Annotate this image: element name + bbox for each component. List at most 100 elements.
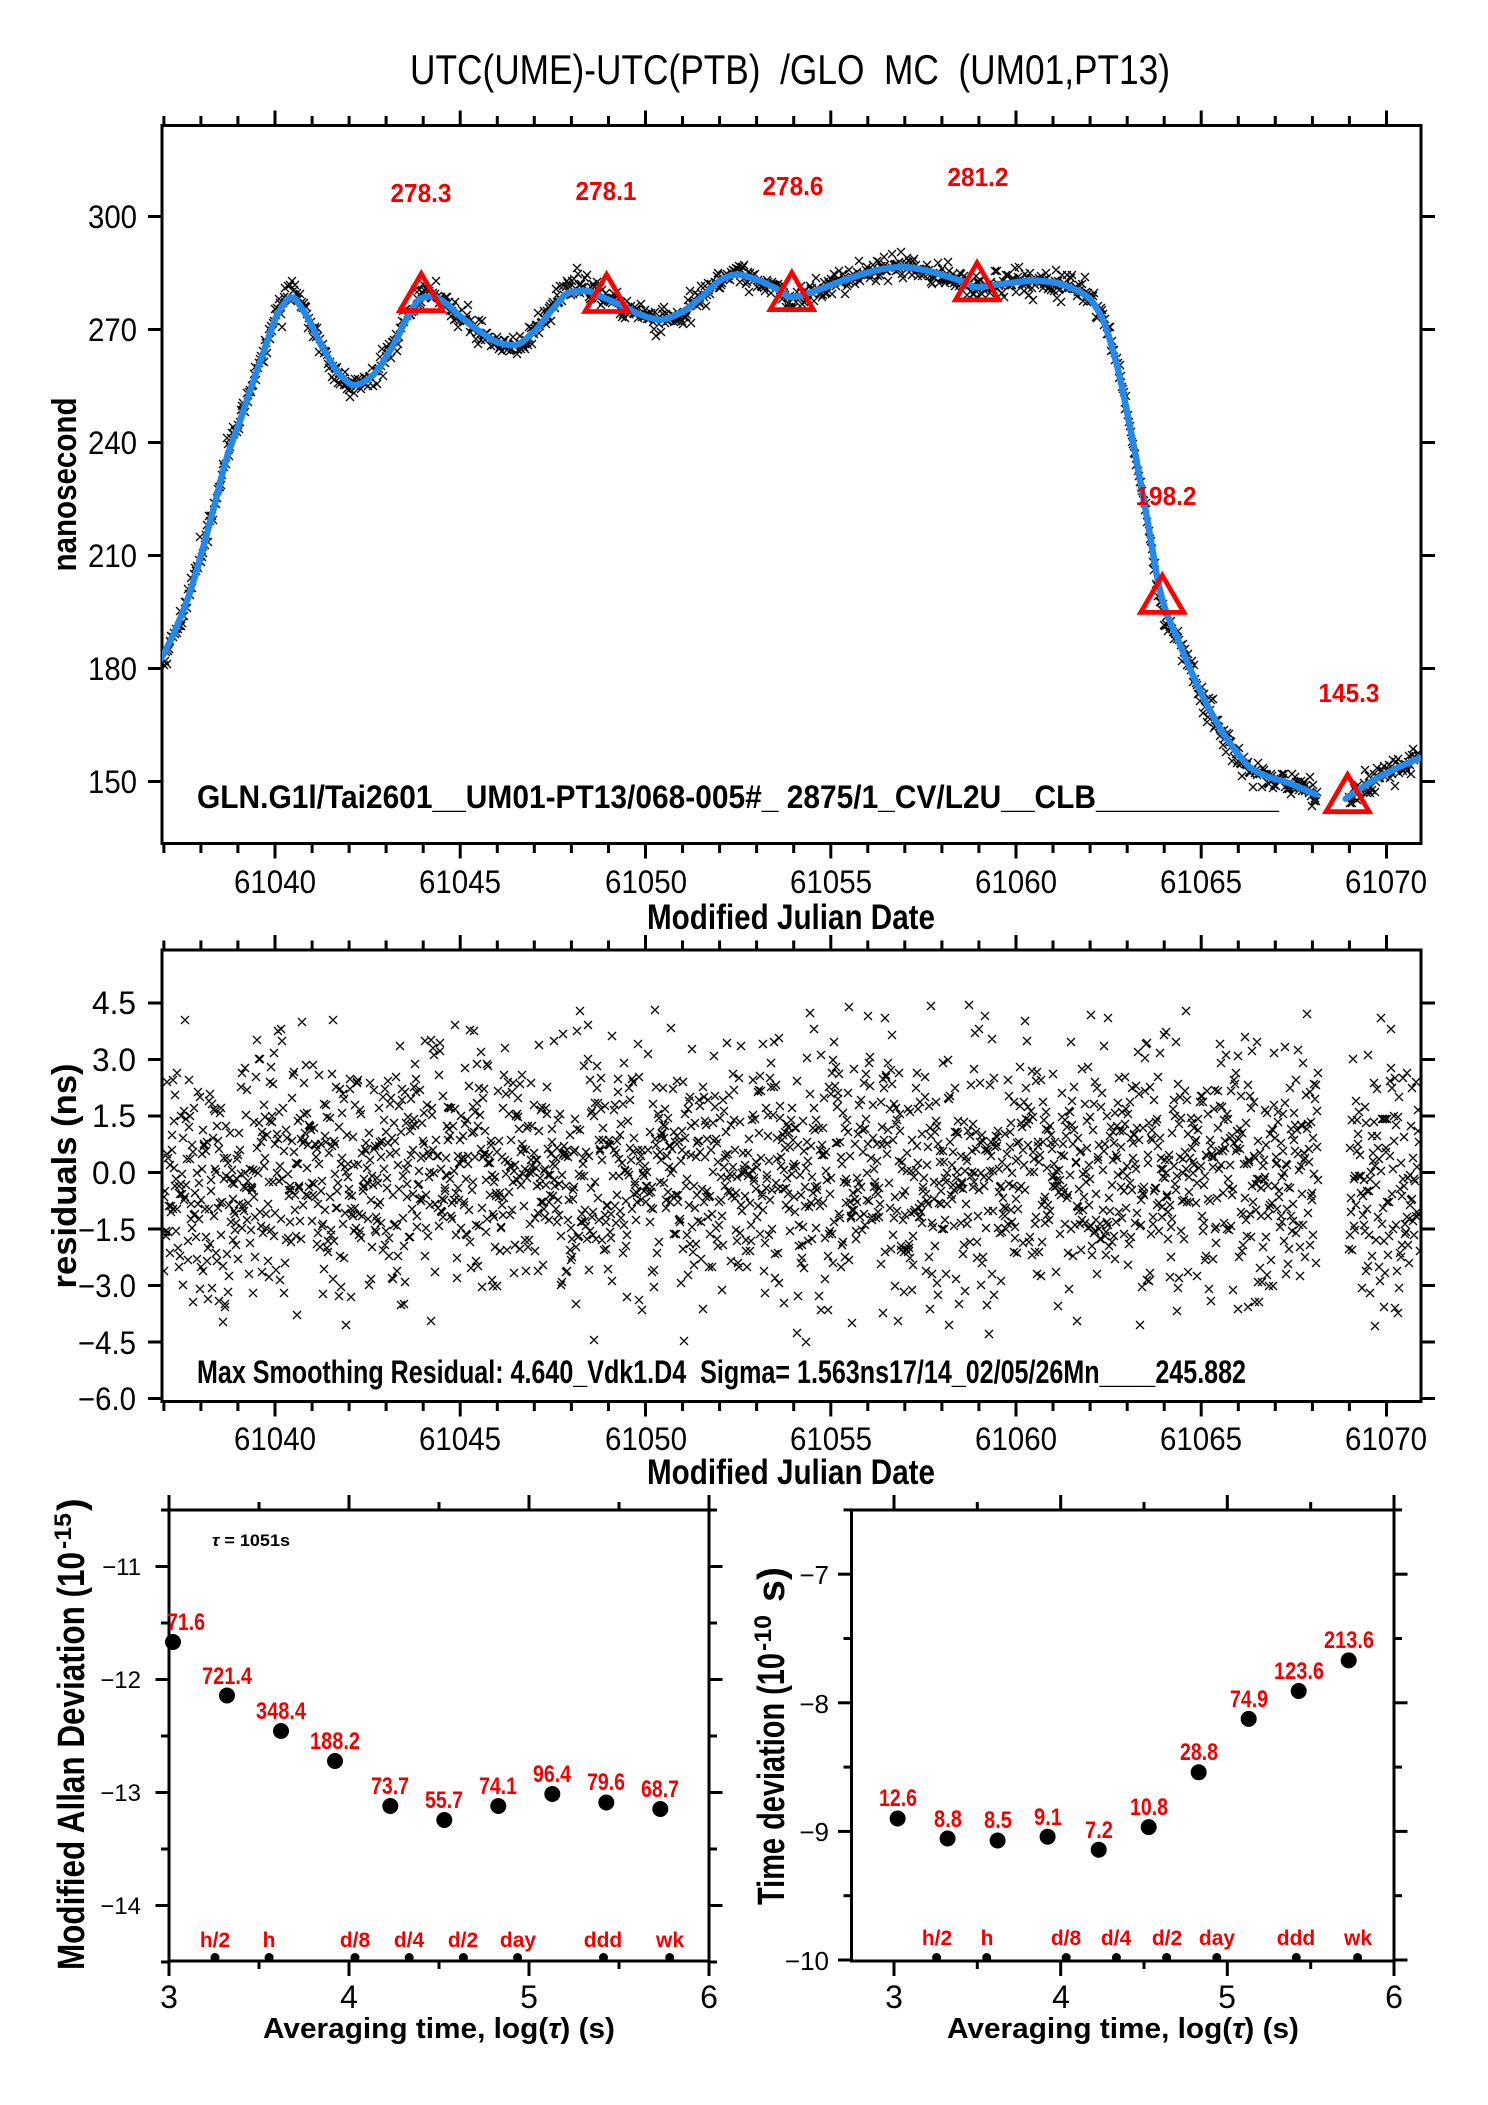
svg-text:74.1: 74.1 (479, 1773, 517, 1800)
svg-text:721.4: 721.4 (202, 1663, 253, 1690)
svg-text:wk: wk (655, 1929, 684, 1952)
svg-text:−10: −10 (785, 1946, 829, 1976)
svg-text:188.2: 188.2 (310, 1728, 360, 1755)
svg-text:240: 240 (88, 425, 137, 461)
svg-text:10.8: 10.8 (1130, 1794, 1168, 1821)
svg-text:79.6: 79.6 (587, 1769, 625, 1796)
svg-text:5: 5 (520, 1979, 538, 2015)
svg-text:−7: −7 (799, 1560, 829, 1590)
svg-text:−4.5: −4.5 (78, 1325, 136, 1361)
svg-text:73.7: 73.7 (371, 1773, 409, 1800)
svg-text:7.2: 7.2 (1085, 1817, 1113, 1844)
svg-text:Averaging time, log(τ) (s): Averaging time, log(τ) (s) (263, 2013, 615, 2045)
svg-text:8.5: 8.5 (984, 1807, 1012, 1834)
svg-text:300: 300 (88, 199, 137, 235)
svg-text:−3.0: −3.0 (78, 1268, 136, 1304)
svg-text:210: 210 (88, 538, 137, 574)
svg-text:h/2: h/2 (922, 1927, 952, 1950)
svg-text:61065: 61065 (1160, 864, 1242, 900)
svg-text:d/8: d/8 (1051, 1927, 1082, 1950)
svg-text:h: h (263, 1929, 276, 1952)
svg-text:61040: 61040 (234, 1421, 316, 1457)
svg-text:6: 6 (700, 1979, 718, 2015)
svg-text:−14: −14 (100, 1893, 141, 1920)
svg-text:−11: −11 (102, 1554, 141, 1581)
svg-text:61045: 61045 (419, 1421, 501, 1457)
svg-text:8.8: 8.8 (934, 1806, 962, 1833)
svg-text:278.3: 278.3 (391, 178, 452, 208)
svg-text:s): s) (751, 1567, 793, 1613)
svg-text:55.7: 55.7 (425, 1787, 463, 1814)
svg-text:wk: wk (1343, 1927, 1372, 1950)
svg-text:61045: 61045 (419, 864, 501, 900)
svg-text:61070: 61070 (1345, 1421, 1427, 1457)
svg-text:Modified Allan Deviation (10: Modified Allan Deviation (10 (51, 1552, 93, 1970)
svg-text:5: 5 (1218, 1979, 1236, 2015)
svg-text:3.0: 3.0 (92, 1042, 136, 1078)
svg-text:9.1: 9.1 (1034, 1804, 1062, 1831)
svg-text:Modified Julian Date: Modified Julian Date (647, 898, 935, 937)
svg-text:198.2: 198.2 (1136, 481, 1197, 511)
svg-text:−12: −12 (100, 1667, 141, 1694)
svg-text:d/4: d/4 (1101, 1927, 1132, 1950)
svg-text:270: 270 (88, 312, 137, 348)
svg-text:61055: 61055 (790, 1421, 872, 1457)
svg-text:-10: -10 (750, 1615, 777, 1651)
svg-text:d/2: d/2 (448, 1929, 478, 1952)
svg-text:4: 4 (1052, 1979, 1070, 2015)
svg-text:Time deviation (10: Time deviation (10 (751, 1653, 793, 1905)
svg-text:Modified Julian Date: Modified Julian Date (647, 1453, 935, 1492)
svg-text:UTC(UME)-UTC(PTB) /GLO MC (: UTC(UME)-UTC(PTB) /GLO MC (UM01,PT13) (410, 46, 1170, 93)
svg-text:): ) (51, 1498, 93, 1511)
svg-text:61070: 61070 (1345, 864, 1427, 900)
svg-text:348.4: 348.4 (256, 1698, 307, 1725)
svg-text:213.6: 213.6 (1324, 1627, 1374, 1654)
svg-text:−8: −8 (799, 1689, 829, 1719)
svg-text:4.5: 4.5 (92, 985, 136, 1021)
svg-text:123.6: 123.6 (1274, 1658, 1324, 1685)
svg-text:−9: −9 (799, 1817, 829, 1847)
svg-text:−1.5: −1.5 (78, 1212, 136, 1248)
svg-text:61050: 61050 (605, 864, 687, 900)
svg-text:−6.0: −6.0 (78, 1381, 136, 1417)
svg-text:nanosecond: nanosecond (46, 398, 84, 572)
svg-text:71.6: 71.6 (167, 1609, 205, 1636)
svg-text:−13: −13 (100, 1780, 141, 1807)
svg-text:h/2: h/2 (200, 1929, 230, 1952)
svg-text:d/2: d/2 (1152, 1927, 1182, 1950)
svg-text:150: 150 (88, 764, 137, 800)
svg-text:12.6: 12.6 (879, 1785, 917, 1812)
svg-text:61060: 61060 (975, 1421, 1057, 1457)
svg-text:61065: 61065 (1160, 1421, 1242, 1457)
svg-text:4: 4 (340, 1979, 358, 2015)
svg-text:d/4: d/4 (394, 1929, 425, 1952)
svg-text:74.9: 74.9 (1230, 1686, 1268, 1713)
svg-text:180: 180 (88, 651, 137, 687)
svg-text:3: 3 (160, 1979, 178, 2015)
svg-text:61060: 61060 (975, 864, 1057, 900)
svg-text:28.8: 28.8 (1180, 1739, 1218, 1766)
svg-text:68.7: 68.7 (641, 1776, 679, 1803)
svg-text:6: 6 (1385, 1979, 1403, 2015)
svg-text:Averaging time, log(τ) (s): Averaging time, log(τ) (s) (947, 2013, 1299, 2045)
svg-text:-15: -15 (50, 1513, 77, 1549)
svg-text:1.5: 1.5 (92, 1098, 136, 1134)
svg-text:ddd: ddd (584, 1929, 622, 1952)
svg-text:281.2: 281.2 (948, 162, 1009, 192)
svg-text:day: day (1199, 1927, 1236, 1950)
svg-text:ddd: ddd (1277, 1927, 1315, 1950)
svg-text:day: day (500, 1929, 537, 1952)
svg-text:61055: 61055 (790, 864, 872, 900)
svg-text:Max Smoothing Residual: 4.640_: Max Smoothing Residual: 4.640_Vdk1.D4 Si… (197, 1354, 1246, 1390)
svg-text:61050: 61050 (605, 1421, 687, 1457)
svg-text:96.4: 96.4 (533, 1761, 572, 1788)
svg-text:h: h (981, 1927, 994, 1950)
svg-text:278.1: 278.1 (576, 176, 637, 206)
svg-text:τ = 1051s: τ = 1051s (212, 1531, 290, 1550)
svg-text:278.6: 278.6 (763, 171, 824, 201)
svg-text:3: 3 (885, 1979, 903, 2015)
svg-text:d/8: d/8 (340, 1929, 371, 1952)
svg-text:residuals (ns): residuals (ns) (46, 1064, 84, 1289)
svg-text:GLN.G1l/Tai2601__UM01-PT13/068: GLN.G1l/Tai2601__UM01-PT13/068-005#_ 287… (197, 779, 1280, 815)
svg-text:145.3: 145.3 (1319, 678, 1380, 708)
